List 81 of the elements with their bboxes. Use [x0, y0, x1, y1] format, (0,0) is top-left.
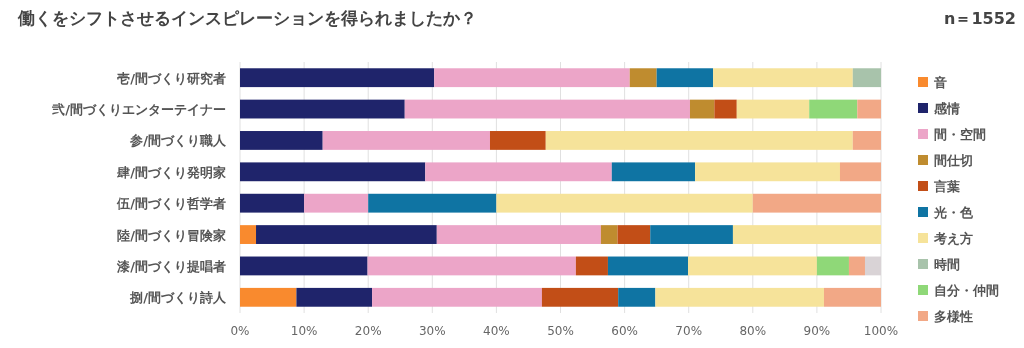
bar	[368, 193, 497, 213]
x-tick-label: 90%	[803, 324, 831, 338]
bar	[425, 162, 612, 182]
text: n＝1552	[944, 9, 1016, 28]
bar	[404, 99, 690, 119]
legend-label: 多様性	[934, 309, 973, 324]
bar	[240, 225, 257, 244]
bar	[240, 193, 305, 213]
bar	[809, 99, 858, 119]
bar	[240, 131, 323, 150]
legend-label: 感情	[933, 101, 960, 116]
x-tick-label: 50%	[547, 324, 574, 338]
bar	[496, 193, 753, 213]
bar	[689, 99, 715, 119]
legend-label: 時間	[934, 257, 960, 272]
bar	[436, 225, 601, 244]
bar	[240, 99, 405, 119]
bar	[611, 162, 696, 182]
x-tick-label: 10%	[290, 324, 318, 338]
legend-label: 言葉	[933, 179, 960, 194]
y-tick-label: 弐/間づくりエンターテイナー	[51, 102, 226, 118]
bar	[372, 287, 542, 307]
bar	[656, 68, 714, 88]
bar	[714, 99, 737, 119]
legend-label: 考え方	[933, 231, 973, 246]
bar	[688, 256, 817, 276]
x-tick-label: 100%	[863, 324, 899, 338]
legend-label: 自分・仲間	[934, 283, 999, 298]
bar	[816, 256, 849, 276]
bar	[848, 256, 865, 276]
bar	[434, 68, 630, 88]
bar	[695, 162, 840, 182]
bar	[713, 68, 853, 88]
bar	[852, 131, 881, 150]
bar	[732, 225, 881, 244]
y-tick-label: 陸/間づくり冒険家	[117, 227, 226, 243]
chart-title: 働くをシフトさせるインスピレーションを得られましたか？	[17, 8, 477, 28]
bar	[607, 256, 689, 276]
bar	[617, 225, 651, 244]
y-tick-label: 参/間づくり職人	[129, 133, 227, 149]
y-tick-label: 漆/間づくり提唱者	[116, 258, 226, 274]
y-tick-label: 壱/間づくり研究者	[117, 70, 226, 86]
bar	[618, 287, 656, 307]
bar	[839, 162, 881, 182]
legend-label: 音	[933, 75, 947, 90]
x-tick-label: 0%	[230, 324, 250, 338]
bar	[575, 256, 608, 276]
bar	[852, 68, 881, 88]
bar	[304, 193, 369, 213]
bar	[864, 256, 881, 276]
bar	[629, 68, 657, 88]
bar	[256, 225, 437, 244]
bar	[650, 225, 733, 244]
x-tick-label: 30%	[418, 324, 446, 338]
bar	[296, 287, 373, 307]
bar	[600, 225, 618, 244]
bar	[752, 193, 881, 213]
x-tick-label: 60%	[611, 324, 638, 338]
x-tick-label: 20%	[354, 324, 382, 338]
bar	[322, 131, 490, 150]
x-tick-label: 70%	[675, 324, 703, 338]
bar	[857, 99, 881, 119]
bar	[736, 99, 810, 119]
bar	[489, 131, 546, 150]
legend-label: 光・色	[933, 205, 974, 220]
bar	[240, 256, 368, 276]
bar	[240, 162, 426, 182]
bar	[240, 68, 435, 88]
legend-label: 間・空間	[934, 127, 986, 142]
bar	[367, 256, 576, 276]
bar	[541, 287, 619, 307]
bar	[823, 287, 881, 307]
y-tick-label: 肆/間づくり発明家	[116, 164, 226, 180]
bar	[545, 131, 853, 150]
y-tick-label: 伍/間づくり哲学者	[116, 196, 226, 212]
legend-label: 間仕切	[934, 153, 973, 168]
bar	[655, 287, 824, 307]
y-tick-label: 捌/間づくり詩人	[129, 290, 227, 306]
x-tick-label: 80%	[739, 324, 767, 338]
x-tick-label: 40%	[483, 324, 510, 338]
bar	[240, 287, 297, 307]
